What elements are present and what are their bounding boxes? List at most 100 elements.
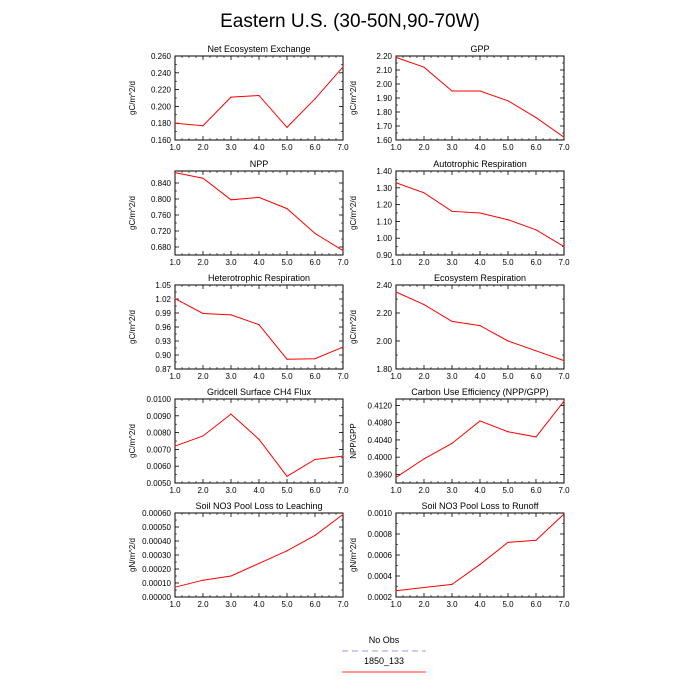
panel-heterotrophic-respiration-data-point: [258, 324, 260, 326]
panel-soil-no3-pool-loss-to-leaching-data-point: [286, 550, 288, 552]
panel-ecosystem-respiration-xtick-label: 7.0: [558, 372, 570, 381]
panel-gridcell-surface-ch4-flux-xtick-label: 7.0: [337, 486, 349, 495]
panel-ecosystem-respiration-ylabel: gC/m^2/d: [349, 310, 358, 344]
panel-soil-no3-pool-loss-to-leaching-data-point: [174, 586, 176, 588]
panel-autotrophic-respiration-xtick-label: 4.0: [474, 258, 486, 267]
panel-soil-no3-pool-loss-to-leaching-xtick-label: 5.0: [281, 600, 293, 609]
panel-npp-ytick-label: 0.760: [151, 211, 172, 220]
panel-gpp-ytick-label: 1.90: [376, 94, 392, 103]
panel-soil-no3-pool-loss-to-leaching-ytick-label: 0.00020: [142, 565, 171, 574]
panel-soil-no3-pool-loss-to-runoff-data-point: [507, 541, 509, 544]
panel-soil-no3-pool-loss-to-leaching-data-point: [342, 513, 344, 516]
panel-autotrophic-respiration-ytick-label: 1.10: [376, 217, 392, 226]
panel-soil-no3-pool-loss-to-leaching-xtick-label: 4.0: [253, 600, 265, 609]
panel-net-ecosystem-exchange-data-point: [314, 98, 316, 100]
panel-gridcell-surface-ch4-flux-ytick-label: 0.0090: [147, 412, 172, 421]
panel-npp-ytick-label: 0.800: [151, 195, 172, 204]
panel-carbon-use-efficiency-npp-gpp-ylabel: NPP/GPP: [349, 423, 358, 459]
panel-ecosystem-respiration-data-point: [395, 291, 397, 293]
panel-ecosystem-respiration-ytick-label: 1.80: [376, 365, 392, 374]
panel-gridcell-surface-ch4-flux-data-point: [202, 435, 204, 437]
panel-gpp: GPP gC/m^2/d 1.0 2.0 3.0 4.0 5.0 6.0 7.0 1.60 1.70…: [349, 44, 570, 152]
panel-soil-no3-pool-loss-to-runoff-xtick-label: 5.0: [502, 600, 514, 609]
panel-gpp-ylabel: gC/m^2/d: [349, 81, 358, 115]
panel-carbon-use-efficiency-npp-gpp-xtick-label: 1.0: [390, 486, 402, 495]
panel-carbon-use-efficiency-npp-gpp-data-point: [563, 400, 565, 402]
panel-heterotrophic-respiration-xtick-label: 7.0: [337, 372, 349, 381]
panel-soil-no3-pool-loss-to-runoff-series-line: [395, 513, 565, 592]
panel-autotrophic-respiration-xtick-label: 1.0: [390, 258, 402, 267]
panel-soil-no3-pool-loss-to-runoff-ytick-label: 0.0002: [368, 593, 393, 602]
panel-heterotrophic-respiration-xtick-label: 1.0: [169, 372, 181, 381]
panel-gridcell-surface-ch4-flux-xtick-label: 4.0: [253, 486, 265, 495]
panel-net-ecosystem-exchange-ytick-label: 0.200: [151, 102, 172, 111]
panel-soil-no3-pool-loss-to-leaching-frame: [174, 512, 344, 598]
panel-carbon-use-efficiency-npp-gpp-ytick-label: 0.4080: [368, 419, 393, 428]
panel-soil-no3-pool-loss-to-leaching-series-line: [174, 514, 344, 588]
panel-carbon-use-efficiency-npp-gpp: Carbon Use Efficiency (NPP/GPP) NPP/GPP 1.…: [349, 387, 570, 495]
panel-net-ecosystem-exchange-xtick-label: 3.0: [225, 143, 237, 152]
panel-heterotrophic-respiration-frame: [174, 284, 344, 370]
panel-soil-no3-pool-loss-to-runoff-ylabel: gN/m^2/d: [349, 538, 358, 572]
panel-autotrophic-respiration-data-point: [507, 219, 509, 221]
panel-gridcell-surface-ch4-flux-data-point: [174, 445, 176, 447]
panel-npp-ytick-label: 0.680: [151, 243, 172, 252]
panel-heterotrophic-respiration-xtick-label: 2.0: [197, 372, 209, 381]
panel-soil-no3-pool-loss-to-leaching-xtick-label: 6.0: [309, 600, 321, 609]
panel-net-ecosystem-exchange-ytick-label: 0.180: [151, 119, 172, 128]
panel-carbon-use-efficiency-npp-gpp-data-point: [451, 442, 453, 444]
panel-soil-no3-pool-loss-to-runoff-data-point: [451, 583, 453, 586]
panel-soil-no3-pool-loss-to-leaching-xtick-label: 3.0: [225, 600, 237, 609]
panel-gpp-ytick-label: 2.00: [376, 80, 392, 89]
panel-carbon-use-efficiency-npp-gpp-xtick-label: 5.0: [502, 486, 514, 495]
panel-heterotrophic-respiration-ytick-label: 0.93: [155, 337, 171, 346]
panel-gpp-xtick-label: 2.0: [418, 143, 430, 152]
panel-soil-no3-pool-loss-to-leaching-data-point: [314, 534, 316, 537]
panel-net-ecosystem-exchange-xtick-label: 4.0: [253, 143, 265, 152]
panel-npp-data-point: [342, 250, 344, 252]
panel-gpp-ytick-label: 2.10: [376, 66, 392, 75]
panel-ecosystem-respiration-data-point: [451, 320, 453, 322]
panel-gpp-ytick-label: 2.20: [376, 52, 392, 61]
panel-soil-no3-pool-loss-to-runoff-xtick-label: 3.0: [446, 600, 458, 609]
panel-net-ecosystem-exchange-data-point: [174, 122, 176, 124]
panel-heterotrophic-respiration-data-point: [202, 312, 204, 315]
panel-npp-xtick-label: 1.0: [169, 258, 181, 267]
panel-net-ecosystem-exchange-ytick-label: 0.220: [151, 86, 172, 95]
panel-autotrophic-respiration-ytick-label: 0.90: [376, 251, 392, 260]
panel-gpp-data-point: [451, 90, 453, 92]
panel-gridcell-surface-ch4-flux-xtick-label: 6.0: [309, 486, 321, 495]
panel-npp-ytick-label: 0.840: [151, 179, 172, 188]
panel-soil-no3-pool-loss-to-runoff-data-point: [535, 539, 537, 541]
panel-ecosystem-respiration-data-point: [479, 325, 481, 327]
panel-net-ecosystem-exchange-data-point: [230, 96, 232, 98]
panel-gpp-xtick-label: 7.0: [558, 143, 570, 152]
panel-heterotrophic-respiration: Heterotrophic Respiration gC/m^2/d 1.0 2.0 3…: [128, 273, 349, 381]
panel-heterotrophic-respiration-ytick-label: 0.99: [155, 309, 171, 318]
panel-soil-no3-pool-loss-to-leaching-ytick-label: 0.00040: [142, 537, 171, 546]
panel-ecosystem-respiration-title: Ecosystem Respiration: [434, 273, 526, 283]
panel-carbon-use-efficiency-npp-gpp-ytick-label: 0.4120: [368, 401, 393, 410]
panel-autotrophic-respiration-data-point: [479, 212, 481, 214]
panel-npp-data-point: [174, 172, 176, 174]
panel-soil-no3-pool-loss-to-leaching-ylabel: gN/m^2/d: [128, 538, 137, 572]
panel-gridcell-surface-ch4-flux-ytick-label: 0.0050: [147, 479, 172, 488]
panel-soil-no3-pool-loss-to-runoff-frame: [395, 512, 565, 598]
panel-soil-no3-pool-loss-to-leaching-xtick-label: 2.0: [197, 600, 209, 609]
panel-gpp-xtick-label: 1.0: [390, 143, 402, 152]
panel-npp-data-point: [202, 177, 204, 179]
panel-carbon-use-efficiency-npp-gpp-xtick-label: 4.0: [474, 486, 486, 495]
panel-soil-no3-pool-loss-to-runoff-data-point: [395, 590, 397, 592]
panel-autotrophic-respiration-data-point: [395, 182, 397, 184]
panel-autotrophic-respiration-data-point: [535, 229, 537, 231]
panel-net-ecosystem-exchange-data-point: [286, 126, 288, 128]
panel-autotrophic-respiration-xtick-label: 7.0: [558, 258, 570, 267]
panel-gridcell-surface-ch4-flux-xtick-label: 1.0: [169, 486, 181, 495]
panel-gpp-data-point: [563, 136, 565, 138]
panel-gpp-data-point: [423, 66, 425, 68]
panel-soil-no3-pool-loss-to-leaching-data-point: [202, 579, 204, 581]
legend-entry-label: 1850_133: [364, 656, 404, 666]
panel-soil-no3-pool-loss-to-runoff-title: Soil NO3 Pool Loss to Runoff: [422, 501, 539, 511]
panel-gridcell-surface-ch4-flux-ylabel: gC/m^2/d: [128, 424, 137, 458]
